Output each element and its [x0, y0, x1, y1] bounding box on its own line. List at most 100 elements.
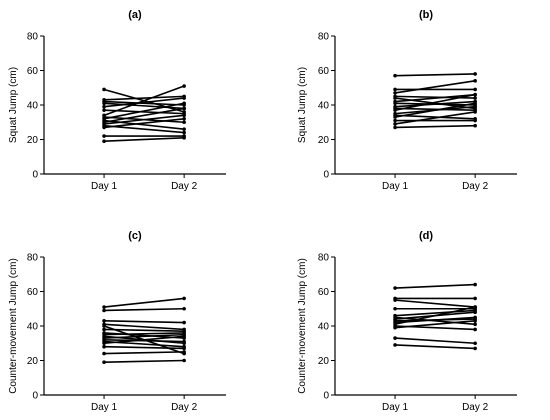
data-point	[473, 123, 477, 128]
y-tick-label: 0	[323, 391, 329, 402]
x-tick-label: Day 2	[462, 181, 489, 192]
y-tick-label: 40	[27, 101, 39, 112]
series-line	[394, 80, 476, 94]
data-point	[182, 296, 186, 301]
data-point	[182, 101, 186, 106]
series-line	[103, 85, 185, 117]
data-point	[182, 339, 186, 344]
series-line	[103, 102, 185, 120]
data-point	[473, 92, 477, 97]
data-point	[473, 96, 477, 100]
data-point	[393, 306, 397, 311]
series-line	[104, 332, 185, 336]
data-point	[393, 122, 397, 126]
data-point	[393, 118, 397, 123]
chart-panel: (a) Squat Jump (cm) 0 20 40 60 80 Day 1 Day 2	[8, 9, 226, 192]
y-tick-label: 60	[27, 287, 39, 298]
data-point	[393, 87, 397, 92]
series-line	[103, 335, 185, 345]
data-point	[182, 96, 186, 100]
series-line	[104, 102, 185, 110]
data-point	[102, 305, 106, 309]
x-tick-label: Day 2	[171, 402, 198, 413]
series-line	[104, 320, 185, 324]
data-point	[473, 341, 477, 346]
x-tick-label: Day 1	[91, 402, 118, 413]
y-tick-label: 60	[318, 287, 330, 298]
data-point	[473, 101, 477, 106]
chart-title: (a)	[128, 9, 142, 21]
y-tick-label: 40	[27, 322, 39, 333]
series-line	[103, 107, 185, 124]
series-line	[395, 337, 476, 345]
data-point	[473, 104, 477, 109]
data-point	[102, 319, 106, 323]
data-point	[473, 79, 477, 83]
data-point	[473, 319, 477, 323]
series-line	[394, 306, 476, 326]
series-line	[104, 136, 185, 143]
y-tick-label: 80	[318, 253, 330, 264]
data-point	[473, 315, 477, 320]
data-point	[182, 120, 186, 125]
series-line	[104, 100, 185, 106]
data-point	[182, 358, 186, 363]
data-point	[473, 310, 477, 315]
y-tick-label: 20	[318, 356, 330, 367]
series-line	[104, 307, 185, 312]
x-tick-label: Day 2	[171, 181, 198, 192]
data-point	[102, 101, 106, 106]
data-point	[182, 117, 186, 121]
series-line	[104, 351, 185, 355]
data-point	[182, 130, 186, 135]
data-point	[393, 343, 397, 347]
data-point	[393, 336, 397, 340]
y-tick-label: 80	[27, 253, 39, 264]
y-axis-label: Squat Jump (cm)	[8, 67, 19, 143]
series-line	[104, 359, 185, 364]
data-point	[473, 296, 477, 301]
data-point	[393, 91, 397, 95]
y-axis-label: Counter-movement Jump (cm)	[297, 258, 308, 394]
data-point	[102, 324, 106, 328]
chart-panel: (c) Counter-movement Jump (cm) 0 20 40 60 80 Da…	[8, 230, 226, 413]
chart-title: (b)	[419, 9, 433, 21]
series-line	[395, 100, 476, 108]
series-line	[104, 333, 185, 339]
series-line	[394, 111, 476, 125]
data-point	[393, 108, 397, 112]
series-line	[395, 344, 476, 350]
series-line	[104, 345, 185, 350]
data-point	[182, 106, 186, 111]
data-point	[182, 113, 186, 118]
y-tick-label: 0	[32, 391, 38, 402]
series-line	[104, 95, 185, 101]
data-point	[473, 87, 477, 92]
data-point	[473, 72, 477, 76]
data-point	[102, 87, 106, 92]
chart-title: (d)	[419, 230, 433, 242]
data-point	[102, 351, 106, 356]
y-tick-label: 0	[323, 170, 329, 181]
data-point	[102, 327, 106, 332]
data-point	[473, 346, 477, 351]
y-axis-label: Squat Jump (cm)	[297, 67, 308, 143]
series-line	[394, 299, 476, 308]
data-point	[393, 101, 397, 106]
series-line	[395, 107, 476, 111]
data-point	[102, 360, 106, 365]
series-line	[103, 97, 185, 108]
data-point	[182, 127, 186, 131]
data-point	[102, 308, 106, 313]
y-tick-label: 0	[32, 170, 38, 181]
data-point	[393, 73, 397, 78]
data-point	[102, 108, 106, 112]
series-line	[103, 297, 185, 308]
data-point	[473, 327, 477, 332]
data-point	[393, 96, 397, 100]
data-point	[393, 298, 397, 302]
series-line	[104, 339, 185, 343]
series-line	[395, 114, 476, 120]
data-point	[473, 305, 477, 309]
y-tick-label: 80	[27, 32, 39, 43]
